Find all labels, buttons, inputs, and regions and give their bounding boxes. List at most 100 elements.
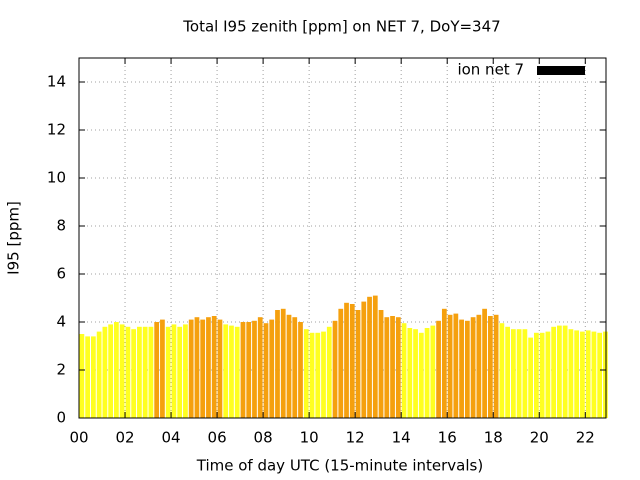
bars — [79, 295, 608, 418]
bar — [246, 322, 252, 418]
bar — [367, 296, 372, 418]
bar — [79, 334, 85, 418]
x-tick-label: 08 — [254, 429, 273, 447]
legend-label: ion net 7 — [457, 61, 524, 79]
bar — [516, 329, 522, 418]
y-tick-label: 14 — [47, 73, 66, 91]
bar — [597, 332, 603, 418]
chart-title: Total I95 zenith [ppm] on NET 7, DoY=347 — [182, 18, 500, 36]
bar — [574, 330, 580, 418]
bar — [493, 314, 499, 418]
bar — [361, 301, 367, 418]
x-tick-label: 18 — [484, 429, 503, 447]
bar — [108, 324, 114, 418]
bar — [171, 324, 177, 418]
bar — [464, 320, 470, 418]
bar — [91, 336, 96, 418]
bar — [160, 319, 165, 418]
bar — [280, 308, 286, 418]
x-tick-label: 04 — [162, 429, 181, 447]
bar — [453, 313, 459, 418]
bar — [252, 320, 257, 418]
x-tick-label: 12 — [346, 429, 365, 447]
bar — [269, 319, 275, 418]
bar — [378, 310, 384, 418]
bar — [183, 324, 188, 418]
bar — [395, 317, 401, 418]
bar — [534, 332, 539, 418]
bar — [436, 320, 441, 418]
bar — [217, 319, 223, 418]
bar — [240, 322, 246, 418]
x-tick-label: 06 — [208, 429, 227, 447]
bar — [315, 332, 321, 418]
bar — [286, 314, 292, 418]
bar — [441, 308, 447, 418]
bar — [476, 314, 482, 418]
bar — [165, 326, 171, 418]
y-tick-label: 4 — [56, 313, 66, 331]
bar — [131, 329, 137, 418]
bar — [114, 322, 119, 418]
bar — [96, 331, 102, 418]
bar — [430, 325, 436, 418]
bar — [338, 308, 344, 418]
x-tick-label: 16 — [438, 429, 457, 447]
y-tick-label: 0 — [56, 409, 66, 427]
bar — [372, 295, 378, 418]
bar — [413, 329, 418, 418]
bar — [470, 317, 476, 418]
bar — [125, 326, 131, 418]
bar — [568, 329, 574, 418]
x-tick-label: 22 — [576, 429, 595, 447]
bar — [154, 322, 160, 418]
bar — [148, 326, 154, 418]
bar — [137, 326, 142, 418]
x-axis-label: Time of day UTC (15-minute intervals) — [196, 457, 483, 475]
plot-border — [78, 57, 607, 419]
bar — [188, 319, 194, 418]
bar — [557, 325, 562, 418]
bar — [194, 317, 200, 418]
bar — [102, 326, 108, 418]
grid — [78, 58, 606, 419]
bar — [332, 320, 338, 418]
bar — [528, 337, 534, 418]
bar — [229, 325, 234, 418]
bar — [292, 317, 298, 418]
x-tick-label: 02 — [115, 429, 134, 447]
bar — [562, 325, 568, 418]
bar — [603, 331, 608, 418]
y-tick-label: 6 — [56, 265, 66, 283]
bar — [510, 329, 516, 418]
x-tick-label: 00 — [69, 429, 88, 447]
y-tick-label: 12 — [47, 121, 66, 139]
y-tick-label: 8 — [56, 217, 66, 235]
bar — [407, 328, 413, 418]
bar — [263, 323, 269, 418]
bar — [585, 330, 591, 418]
bar — [223, 324, 229, 418]
y-axis-label: I95 [ppm] — [5, 201, 23, 275]
bar — [424, 328, 430, 418]
bar — [401, 323, 407, 418]
bar — [390, 316, 395, 418]
bar — [298, 322, 303, 418]
x-tick-label: 20 — [530, 429, 549, 447]
bar — [580, 331, 585, 418]
bar — [551, 326, 557, 418]
bar — [384, 317, 390, 418]
bar — [234, 326, 240, 418]
legend-swatch — [537, 66, 585, 75]
x-tick-label: 10 — [300, 429, 319, 447]
bar — [487, 316, 493, 418]
bar — [200, 319, 206, 418]
bar — [499, 323, 505, 418]
bar — [309, 332, 315, 418]
bar — [349, 304, 355, 418]
bar — [545, 331, 551, 418]
bar — [275, 310, 280, 418]
bar — [206, 317, 211, 418]
